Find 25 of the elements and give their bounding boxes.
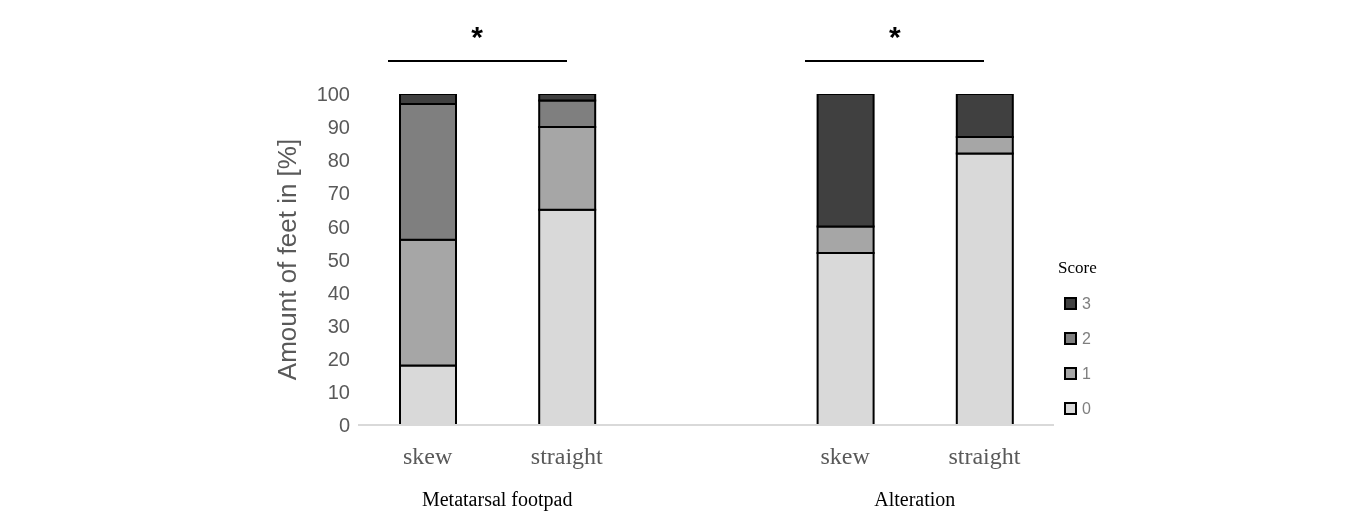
x-tick-label: straight [948,443,1021,470]
y-tick-label: 80 [327,149,350,172]
legend-label: 2 [1082,329,1091,348]
legend-title: Score [1058,258,1098,278]
x-tick-label: straight [530,443,604,470]
text: * [887,20,902,54]
y-tick-label: 30 [327,314,350,337]
legend-label: 3 [1082,294,1091,313]
y-tick-label: 40 [327,281,350,304]
text: Metatarsal footpad [420,488,574,511]
y-tick-label: 20 [327,347,350,370]
x-tick-label: skew [402,443,453,470]
text: * [470,20,485,54]
y-tick-label: 90 [327,116,350,139]
y-tick-label: 10 [327,381,350,403]
y-tick-label: 70 [327,182,350,205]
legend-label: 1 [1082,364,1091,383]
y-tick-label: 0 [338,414,350,437]
legend-label: 0 [1082,399,1091,418]
y-axis-title: Amount of feet in [%] [272,138,302,381]
x-tick-label: skew [820,443,871,470]
text: Alteration [873,488,957,511]
y-tick-label: 50 [327,248,350,271]
y-tick-label: 100 [316,83,350,106]
y-tick-label: 60 [327,215,350,238]
